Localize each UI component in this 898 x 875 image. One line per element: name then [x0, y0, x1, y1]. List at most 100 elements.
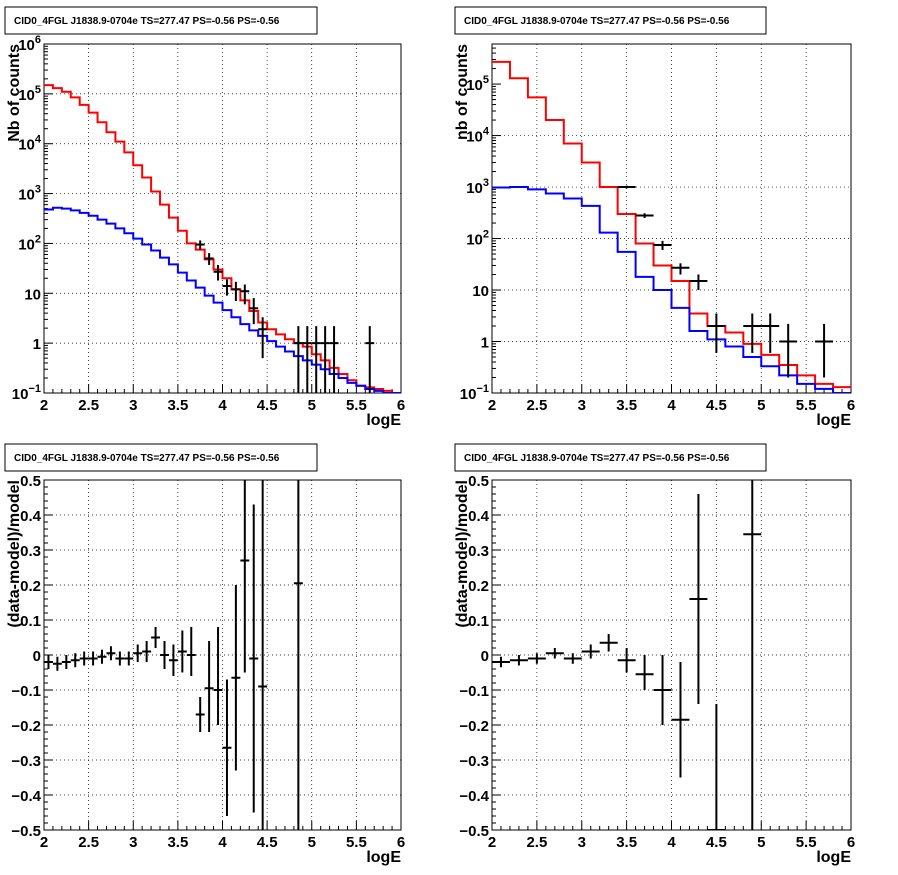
x-axis-label: logE	[366, 412, 401, 429]
x-tick-label: 2	[40, 397, 48, 414]
data-point	[707, 704, 726, 830]
x-tick-label: 6	[847, 397, 855, 414]
data-point	[743, 313, 762, 353]
x-tick-label: 5.5	[796, 834, 817, 851]
y-axis-label: Nb of counts	[6, 44, 23, 142]
y-tick-label: −0.2	[459, 718, 489, 735]
data-point	[222, 279, 232, 296]
data-point	[124, 651, 134, 666]
x-tick-label: 2	[488, 834, 496, 851]
data-point	[743, 480, 762, 830]
data-point	[151, 627, 161, 648]
data-point	[240, 284, 250, 305]
data-point	[70, 653, 80, 668]
chart-panel-top-right: 2 2.5 3 3.5 4 4.5 5 5.5 610−1110102103104105logE…	[454, 6, 855, 429]
x-tick-label: 4.5	[706, 834, 727, 851]
y-tick-label: −0.5	[11, 823, 41, 840]
y-tick-label: 0.5	[20, 473, 41, 490]
x-tick-label: 3	[129, 397, 137, 414]
chart-title-box	[454, 6, 767, 35]
plot-frame	[43, 43, 402, 394]
data-point	[222, 679, 232, 816]
data-point	[231, 281, 241, 302]
x-tick-label: 5.5	[796, 397, 817, 414]
y-axis-label: nb of counts	[454, 44, 471, 140]
data-point	[671, 662, 690, 778]
data-point	[204, 641, 214, 732]
y-tick-label: 103	[466, 177, 489, 197]
chart-panel-bottom-right: 2 2.5 3 3.5 4 4.5 5 5.5 6 −0.5 −0.4 −0.3 −0.2 −0.1 0 0.…	[454, 443, 855, 866]
chart-title-box	[4, 6, 318, 35]
y-tick-label: 0.4	[468, 508, 490, 525]
data-point	[61, 655, 71, 669]
y-tick-label: 0.3	[20, 543, 41, 560]
data-point	[195, 697, 205, 732]
y-tick-label: −0.1	[11, 683, 41, 700]
data-point	[249, 504, 259, 813]
plot-frame	[43, 479, 402, 831]
data-point	[258, 317, 268, 359]
x-tick-label: 2.5	[526, 397, 547, 414]
chart-title: CID0_4FGL J1838.9-0704e TS=277.47 PS=-0.…	[464, 453, 730, 464]
data-point	[142, 641, 152, 662]
y-axis-label: (data-model)/model	[454, 480, 471, 628]
data-point	[160, 641, 169, 669]
plot-area	[44, 480, 303, 830]
x-tick-label: 2	[488, 397, 496, 414]
x-tick-label: 2.5	[526, 834, 547, 851]
data-point	[115, 651, 125, 666]
data-point	[106, 646, 116, 661]
model-total-step-line	[44, 84, 401, 393]
data-point	[177, 630, 187, 673]
y-tick-label: 1	[33, 336, 41, 353]
x-tick-label: 5	[308, 397, 316, 414]
data-point	[581, 644, 600, 659]
x-tick-label: 3.5	[616, 834, 637, 851]
model-component-step-line	[44, 206, 401, 393]
y-tick-label: 102	[466, 229, 489, 249]
y-tick-label: −0.5	[459, 823, 489, 840]
data-point	[195, 240, 205, 250]
chart-title: CID0_4FGL J1838.9-0704e TS=277.47 PS=-0.…	[14, 453, 280, 464]
x-tick-label: 3	[578, 834, 586, 851]
x-tick-label: 4	[218, 834, 227, 851]
y-tick-label: 0.1	[468, 613, 489, 630]
data-point	[302, 326, 312, 393]
data-point	[186, 627, 196, 676]
y-tick-label: −0.2	[11, 718, 41, 735]
data-point	[779, 323, 798, 378]
data-point	[671, 263, 690, 275]
x-tick-label: 6	[397, 834, 405, 851]
x-tick-label: 3.5	[167, 834, 188, 851]
chart-title-box	[4, 443, 318, 472]
x-tick-label: 5.5	[346, 397, 367, 414]
data-point	[365, 326, 375, 393]
y-tick-label: 0.3	[468, 543, 489, 560]
x-tick-label: 3.5	[616, 397, 637, 414]
y-tick-label: 0.4	[20, 508, 42, 525]
data-point	[293, 480, 303, 830]
y-tick-label: −0.4	[459, 788, 489, 805]
x-tick-label: 6	[397, 397, 405, 414]
data-point	[653, 655, 672, 725]
x-axis-label: logE	[816, 849, 851, 866]
y-tick-label: 0	[33, 648, 41, 665]
data-point	[545, 648, 564, 659]
data-point	[509, 655, 528, 666]
data-point	[249, 298, 259, 325]
data-point	[231, 585, 241, 771]
data-point	[689, 274, 708, 291]
data-point	[44, 655, 53, 669]
y-tick-label: −0.4	[11, 788, 41, 805]
data-point	[492, 656, 510, 668]
x-tick-label: 3.5	[167, 397, 188, 414]
x-tick-label: 5	[757, 397, 765, 414]
chart-panel-top-left: 2 2.5 3 3.5 4 4.5 5 5.5 610−1110102103104105106l…	[4, 6, 405, 429]
y-tick-label: 103	[18, 184, 41, 204]
data-point	[635, 655, 654, 690]
x-axis-label: logE	[816, 412, 851, 429]
x-axis-label: logE	[366, 849, 401, 866]
data-point	[815, 323, 834, 378]
y-tick-label: −0.1	[459, 683, 489, 700]
plot-frame	[491, 479, 852, 831]
